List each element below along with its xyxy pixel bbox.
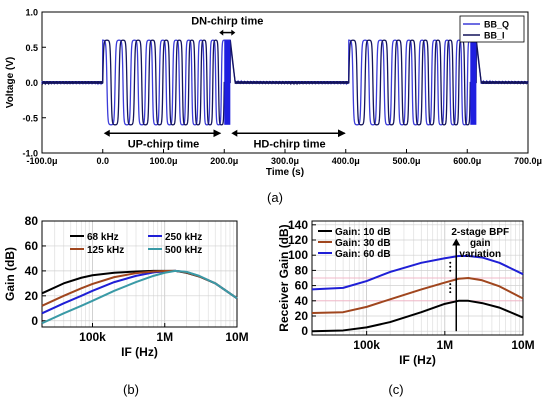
y-tick-label-b: 60 [25,239,39,253]
x-axis-label-b: IF (Hz) [121,345,158,359]
annotation-arrowhead-a [231,129,238,137]
dn-chirp-block-a [224,40,231,125]
y-tick-label-a: 1.0 [25,8,38,18]
dn-chirp-label: DN-chirp time [191,16,263,28]
dn-chirp-arrowhead-right [231,29,236,36]
x-tick-label-a: -100.0μ [26,156,57,166]
series-line-b-500-kHz [41,269,238,325]
variation-dot [449,287,452,290]
x-tick-label-a: 100.0μ [149,156,177,166]
variation-label-line: 2-stage BPF [451,227,509,238]
legend-box-a [459,15,525,43]
annotation-label-a: UP-chirp time [128,138,200,150]
y-tick-label-c: 20 [295,309,309,323]
y-tick-label-a: 0.0 [25,78,38,88]
plot-frame-c [311,220,524,336]
legend-label-b: 250 kHz [165,232,202,243]
annotation-label-a: HD-chirp time [253,138,325,150]
x-tick-label-c: 10M [511,338,534,352]
variation-dot [449,283,452,286]
dn-chirp-block-a [470,40,477,125]
chart-a: -1.0 -0.5 0.0 0.5 1.0 -100.0μ 0.0 100.0μ 200.0μ 3… [5,8,542,179]
y-axis-label-c: Receiver Gain (dB) [277,224,291,331]
x-tick-label-a: 200.0μ [210,156,238,166]
variation-label-line: gain [470,238,491,249]
y-tick-label-c: 100 [288,248,308,262]
legend-label-a: BB_Q [484,20,509,30]
series-line-c-Gain-30-dB [311,277,524,314]
variation-dot [449,261,452,264]
chart-b: 0 20 40 60 80 100k 1M 10M IF (Hz) Gain (dB) 68 kHz… [3,214,249,359]
legend-label-b: 68 kHz [87,232,119,243]
variation-arrowhead [452,238,461,246]
x-tick-label-a: 500.0μ [392,156,420,166]
y-tick-label-b: 0 [31,314,38,328]
x-tick-label-a: 400.0μ [332,156,360,166]
variation-dot [449,265,452,268]
y-tick-label-c: 80 [295,263,309,277]
variation-dot [449,269,452,272]
legend-label-b: 500 kHz [165,245,202,256]
y-tick-label-c: 120 [288,233,308,247]
y-tick-label-c: 0 [301,324,308,338]
legend-label-c: Gain: 10 dB [335,227,391,238]
panel-label-c: (c) [388,382,403,397]
y-tick-label-b: 40 [25,264,39,278]
series-line-a-BB_I [41,39,529,126]
series-line-c-Gain-10-dB [311,299,524,333]
x-tick-label-a: 300.0μ [271,156,299,166]
legend-label-c: Gain: 30 dB [335,238,391,249]
series-line-c-Gain-60-dB [311,254,524,291]
panel-label-b: (b) [123,382,139,397]
variation-dot [449,291,452,294]
y-tick-label-c: 60 [295,279,309,293]
x-tick-label-b: 10M [225,330,248,344]
variation-label-line: variation [459,249,501,260]
y-axis-label-b: Gain (dB) [3,247,17,301]
panel-label-a: (a) [267,190,283,205]
y-tick-label-a: -1.0 [22,149,38,159]
x-tick-label-a: 600.0μ [453,156,481,166]
y-tick-label-a: 0.5 [25,43,38,53]
legend-label-c: Gain: 60 dB [335,249,391,260]
y-tick-label-b: 20 [25,289,39,303]
plot-frame-b [41,220,238,328]
x-tick-label-b: 100k [79,330,106,344]
dn-chirp-arrowhead-left [219,29,224,36]
annotation-arrowhead-a [103,129,110,137]
x-axis-label-a: Time (s) [266,167,304,178]
legend-label-b: 125 kHz [87,245,124,256]
x-tick-label-c: 1M [436,338,453,352]
x-axis-label-c: IF (Hz) [399,353,436,367]
y-tick-label-b: 80 [25,214,39,228]
x-tick-label-c: 100k [353,338,380,352]
x-tick-label-b: 1M [156,330,173,344]
x-tick-label-a: 0.0 [96,156,109,166]
x-tick-label-a: 700.0μ [514,156,542,166]
y-tick-label-a: -0.5 [22,113,38,123]
y-tick-label-c: 140 [288,218,308,232]
y-tick-label-c: 40 [295,294,309,308]
legend-label-a: BB_I [484,31,505,41]
y-axis-label-a: Voltage (V) [5,57,16,108]
